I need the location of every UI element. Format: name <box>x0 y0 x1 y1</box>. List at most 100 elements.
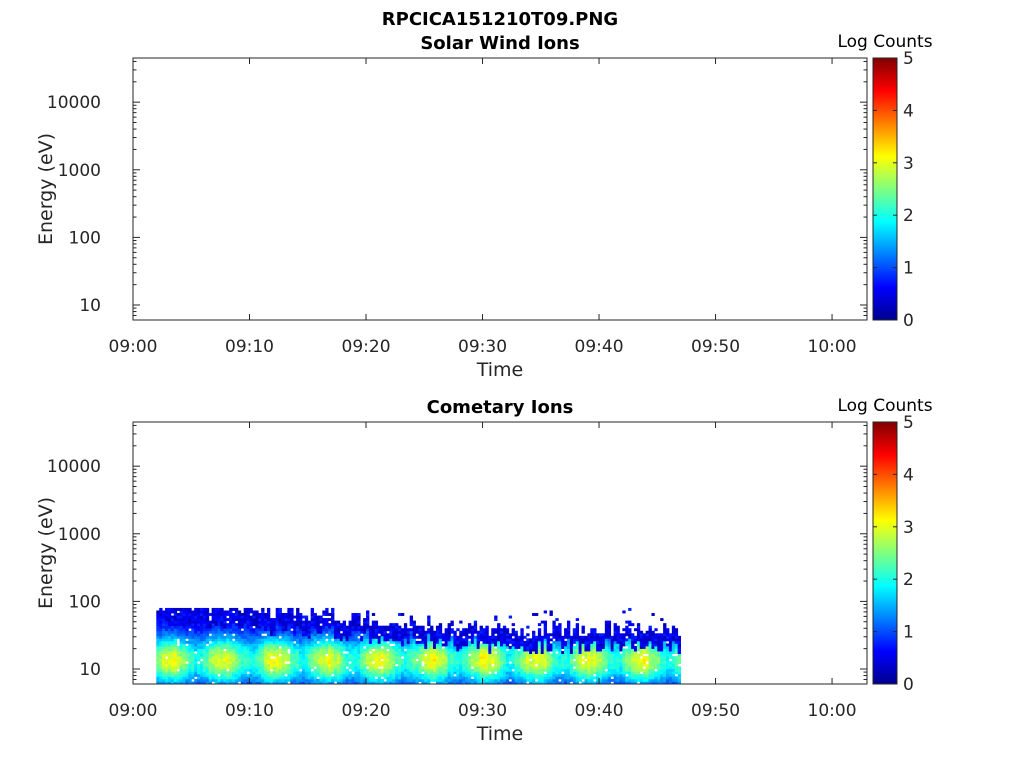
heatmap-cell <box>179 628 183 632</box>
heatmap-cell <box>403 638 408 642</box>
heatmap-cell <box>313 661 317 665</box>
heatmap-cell <box>252 638 256 642</box>
heatmap-cell <box>176 663 180 667</box>
heatmap-cell <box>182 673 186 677</box>
heatmap-cell <box>272 625 277 629</box>
heatmap-cell <box>395 643 399 647</box>
heatmap-cell <box>316 625 320 629</box>
heatmap-cell <box>671 630 676 634</box>
heatmap-cell <box>456 678 460 682</box>
heatmap-cell <box>389 658 393 662</box>
heatmap-cell <box>552 628 556 632</box>
heatmap-cell <box>167 633 172 637</box>
heatmap-cell <box>657 678 661 682</box>
heatmap-cell <box>476 643 481 647</box>
heatmap-cell <box>322 640 326 644</box>
heatmap-cell <box>575 630 580 634</box>
heatmap-cell <box>476 668 481 672</box>
heatmap-cell <box>435 635 440 639</box>
heatmap-cell <box>502 676 507 680</box>
heatmap-cell <box>296 625 300 629</box>
heatmap-cell <box>325 658 329 662</box>
heatmap-cell <box>406 638 411 642</box>
heatmap-cell <box>633 651 638 654</box>
heatmap-cell <box>537 623 542 627</box>
heatmap-cell <box>651 648 655 652</box>
heatmap-cell <box>459 633 463 637</box>
heatmap-cell <box>453 645 457 649</box>
heatmap-cell <box>537 658 542 662</box>
heatmap-cell <box>651 643 655 647</box>
heatmap-cell <box>156 638 160 642</box>
heatmap-cell <box>258 635 262 639</box>
heatmap-cell <box>447 638 451 642</box>
heatmap-cell <box>345 673 349 677</box>
heatmap-cell <box>622 678 626 682</box>
heatmap-cell <box>663 661 667 665</box>
heatmap-cell <box>179 630 183 634</box>
heatmap-cell <box>435 666 440 670</box>
heatmap-cell <box>328 668 332 672</box>
heatmap-cell <box>392 678 396 682</box>
heatmap-cell <box>333 666 338 670</box>
heatmap-cell <box>526 676 530 680</box>
heatmap-cell <box>642 635 647 639</box>
heatmap-cell <box>389 671 393 675</box>
heatmap-cell <box>660 663 664 667</box>
heatmap-cell <box>214 651 218 654</box>
heatmap-cell <box>205 628 210 632</box>
heatmap-cell <box>336 640 341 644</box>
heatmap-cell <box>313 628 317 632</box>
heatmap-cell <box>505 671 510 675</box>
heatmap-cell <box>389 628 393 632</box>
heatmap-cell <box>281 640 285 644</box>
heatmap-cell <box>199 630 204 634</box>
heatmap-cell <box>182 651 186 654</box>
heatmap-cell <box>473 645 478 649</box>
heatmap-cell <box>159 623 163 627</box>
heatmap-cell <box>549 681 553 685</box>
heatmap-cell <box>316 620 320 624</box>
heatmap-cell <box>266 638 271 642</box>
heatmap-cell <box>234 681 239 685</box>
heatmap-cell <box>412 620 416 624</box>
heatmap-cell <box>284 623 288 627</box>
heatmap-cell <box>677 656 681 660</box>
heatmap-cell <box>258 673 262 677</box>
heatmap-cell <box>613 666 617 670</box>
heatmap-cell <box>322 635 326 639</box>
heatmap-cell <box>485 653 489 657</box>
heatmap-cell <box>435 663 440 667</box>
heatmap-cell <box>179 643 183 647</box>
heatmap-cell <box>293 668 297 672</box>
heatmap-cell <box>191 663 195 667</box>
heatmap-cell <box>310 653 314 657</box>
heatmap-cell <box>462 673 466 677</box>
heatmap-cell <box>412 625 416 629</box>
heatmap-cell <box>415 640 419 644</box>
heatmap-cell <box>229 676 233 680</box>
heatmap-cell <box>494 666 498 670</box>
heatmap-cell <box>467 651 472 654</box>
heatmap-cell <box>281 663 285 667</box>
heatmap-cell <box>319 615 323 619</box>
heatmap-cell <box>269 635 274 639</box>
heatmap-cell <box>202 663 207 667</box>
heatmap-cell <box>199 618 204 622</box>
heatmap-cell <box>485 668 489 672</box>
heatmap-cell <box>409 648 414 652</box>
heatmap-cell <box>223 658 227 662</box>
heatmap-cell <box>202 678 207 682</box>
heatmap-cell <box>165 643 169 647</box>
heatmap-cell <box>596 640 600 644</box>
heatmap-cell <box>514 658 518 662</box>
heatmap-cell <box>666 663 670 667</box>
heatmap-cell <box>520 640 524 644</box>
heatmap-cell <box>607 648 612 652</box>
heatmap-cell <box>418 625 422 629</box>
heatmap-cell <box>240 666 245 670</box>
heatmap-cell <box>380 628 384 632</box>
heatmap-cell <box>566 656 571 660</box>
heatmap-cell <box>255 658 259 662</box>
heatmap-cell <box>261 640 265 644</box>
